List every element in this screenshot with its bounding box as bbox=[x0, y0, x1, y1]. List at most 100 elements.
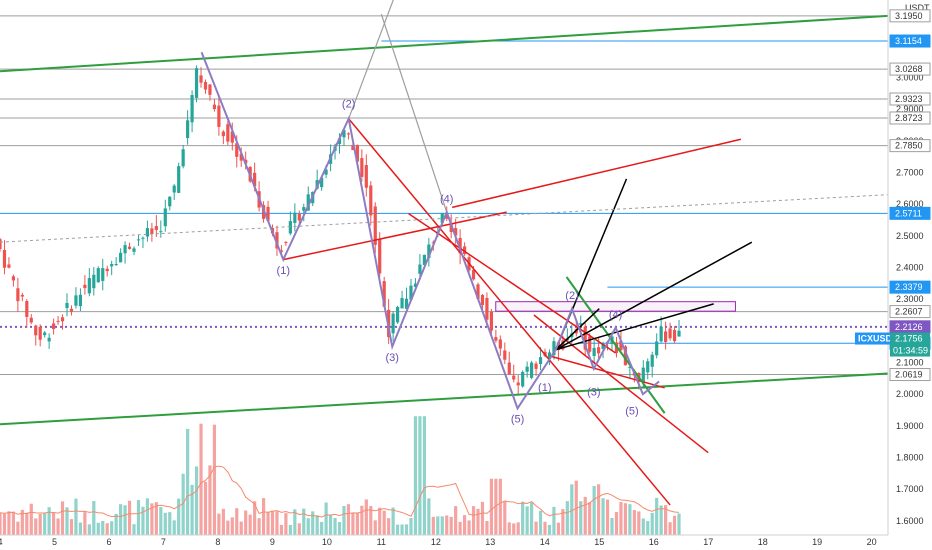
volume-bar bbox=[141, 506, 145, 535]
candle-body bbox=[190, 95, 194, 123]
candle-body bbox=[20, 294, 24, 297]
candle-body bbox=[96, 268, 100, 283]
volume-bar bbox=[552, 506, 556, 535]
candle-body bbox=[83, 284, 87, 289]
candle-body bbox=[114, 264, 118, 266]
volume-bar bbox=[605, 499, 610, 535]
candle-body bbox=[266, 206, 270, 221]
volume-bar bbox=[168, 512, 172, 535]
volume-bar bbox=[659, 505, 663, 535]
volume-bar bbox=[632, 510, 636, 535]
trend-line bbox=[555, 303, 714, 351]
volume-bar bbox=[498, 478, 502, 535]
volume-bar bbox=[29, 503, 33, 535]
candle-body bbox=[418, 264, 422, 274]
volume-bar bbox=[494, 478, 498, 535]
volume-bar bbox=[677, 513, 681, 535]
candle-body bbox=[154, 226, 158, 230]
candle-body bbox=[530, 362, 534, 378]
candle-body bbox=[52, 323, 56, 330]
price-level-tag: 3.0268 bbox=[895, 64, 923, 74]
volume-bar bbox=[74, 498, 78, 535]
price-level-tag: 3.1154 bbox=[895, 36, 922, 46]
x-tick-label: 14 bbox=[540, 537, 550, 547]
candle-body bbox=[588, 336, 592, 352]
volume-bar bbox=[646, 521, 650, 535]
price-level-tag: 2.0619 bbox=[895, 370, 923, 380]
candle-body bbox=[668, 328, 672, 339]
volume-bar bbox=[619, 502, 623, 535]
volume-bar bbox=[253, 501, 257, 535]
y-tick-label: 2.7000 bbox=[896, 168, 924, 178]
candle-body bbox=[253, 172, 257, 187]
candle-body bbox=[78, 294, 83, 307]
volume-bar bbox=[628, 504, 632, 535]
candle-body bbox=[199, 75, 203, 83]
volume-bar bbox=[320, 521, 324, 535]
candle-body bbox=[288, 221, 292, 234]
volume-bar bbox=[521, 501, 525, 535]
candle-body bbox=[369, 185, 373, 216]
volume-bar bbox=[471, 506, 476, 535]
y-tick-label: 1.8000 bbox=[896, 452, 924, 462]
volume-bar bbox=[364, 499, 368, 535]
trend-line bbox=[348, 118, 671, 506]
volume-bar bbox=[391, 507, 395, 535]
x-tick-label: 13 bbox=[485, 537, 495, 547]
volume-bar bbox=[217, 513, 221, 535]
last-price-tag-bg bbox=[890, 332, 930, 357]
volume-bar bbox=[436, 516, 440, 535]
candle-body bbox=[525, 366, 529, 372]
projection-line bbox=[348, 0, 394, 119]
wave-label: (1) bbox=[277, 265, 290, 277]
trend-line bbox=[555, 241, 753, 351]
y-tick-label: 3.0000 bbox=[896, 73, 924, 83]
price-level-tag-bg bbox=[889, 9, 931, 23]
wave-label: (2) bbox=[342, 99, 355, 111]
wave-label: (2) bbox=[565, 290, 578, 302]
volume-bar bbox=[163, 512, 167, 535]
volume-bar bbox=[445, 515, 449, 535]
candle-body bbox=[11, 276, 16, 281]
candle-body bbox=[279, 250, 284, 252]
volume-bar bbox=[154, 502, 158, 535]
candle-body bbox=[619, 340, 623, 351]
volume-bar bbox=[136, 500, 141, 535]
volume-bar bbox=[664, 505, 668, 535]
volume-bar bbox=[203, 481, 208, 535]
volume-bar bbox=[623, 503, 628, 535]
candle-body bbox=[489, 311, 493, 331]
volume-bar bbox=[409, 518, 413, 535]
volume-bar bbox=[119, 504, 123, 535]
volume-bar bbox=[177, 498, 181, 535]
volume-bar bbox=[672, 515, 677, 535]
candle-body bbox=[56, 320, 60, 322]
volume-bar bbox=[597, 484, 601, 535]
target-zone-box bbox=[495, 301, 736, 312]
volume-bar bbox=[601, 498, 605, 535]
candle-body bbox=[547, 352, 552, 359]
price-level-tag-bg bbox=[889, 305, 931, 319]
volume-bar bbox=[52, 512, 56, 535]
volume-bar bbox=[400, 524, 404, 535]
volume-bar bbox=[186, 428, 190, 535]
x-tick-label: 16 bbox=[649, 537, 659, 547]
trend-line bbox=[0, 14, 888, 73]
candle-body bbox=[194, 68, 199, 98]
candle-body bbox=[163, 208, 167, 227]
x-tick-label: 9 bbox=[270, 537, 275, 547]
candle-body bbox=[65, 302, 69, 309]
volume-bar bbox=[507, 522, 511, 535]
volume-bar bbox=[561, 509, 565, 535]
volume-bar bbox=[378, 507, 382, 535]
candle-body bbox=[297, 214, 301, 221]
y-tick-label: 2.5000 bbox=[896, 231, 924, 241]
volume-bar bbox=[110, 521, 114, 535]
candle-body bbox=[641, 367, 645, 382]
candle-body bbox=[38, 326, 42, 340]
volume-bar bbox=[346, 504, 351, 535]
candle-body bbox=[203, 81, 208, 90]
volume-bar bbox=[60, 501, 65, 535]
volume-bar bbox=[47, 507, 51, 535]
